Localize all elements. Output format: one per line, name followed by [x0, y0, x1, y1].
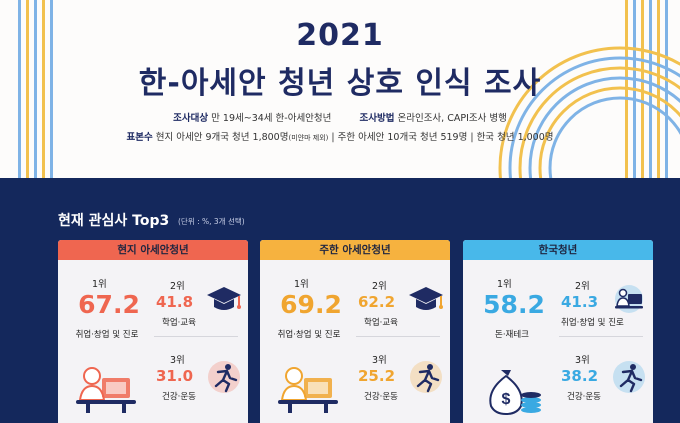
section-title: 현재 관심사 Top3 — [58, 213, 170, 229]
laptop-person-icon — [615, 285, 643, 313]
sample-label: 표본수 — [126, 132, 153, 143]
rank-3-label: 3위 — [170, 355, 185, 366]
survey-header: 2021 한-아세안 청년 상호 인식 조사 조사대상 만 19세~34세 한-… — [0, 0, 680, 178]
runner-icon — [613, 361, 645, 393]
runner-icon — [410, 361, 442, 393]
card-korean-youth: 한국청년 1위 58.2 돈·재테크 $ 2위 41.3 취업·창업 및 진로 … — [463, 240, 653, 423]
rank-3-category: 건강·운동 — [364, 392, 398, 402]
survey-year: 2021 — [296, 18, 384, 53]
rank-3-value: 31.0 — [156, 367, 194, 385]
rank-2-value: 41.8 — [156, 293, 194, 311]
card-header: 주한 아세안청년 — [260, 240, 450, 260]
sample-value-other: | 주한 아세안 10개국 청년 519명 | 한국 청년 1,000명 — [331, 132, 554, 143]
target-value: 만 19세~34세 한-아세안청년 — [211, 113, 332, 124]
sample-value-local: 현지 아세안 9개국 청년 1,800명 — [155, 132, 289, 143]
method-value: 온라인조사, CAPI조사 병행 — [397, 113, 507, 124]
card-divider — [559, 336, 643, 337]
rank-2-category: 학업·교육 — [162, 318, 196, 328]
rank-3-label: 3위 — [372, 355, 387, 366]
survey-target-method: 조사대상 만 19세~34세 한-아세안청년 조사방법 온라인조사, CAPI조… — [0, 110, 680, 124]
rank-3-category: 건강·운동 — [567, 392, 601, 402]
graduation-cap-icon — [207, 287, 241, 310]
survey-sample: 표본수 현지 아세안 9개국 청년 1,800명(미얀마 제외) | 주한 아세… — [0, 129, 680, 143]
rank-1-value: 67.2 — [78, 290, 140, 319]
card-local-asean-youth: 현지 아세안청년 1위 67.2 취업·창업 및 진로 2위 41.8 학업·교… — [58, 240, 248, 423]
method-label: 조사방법 — [359, 113, 395, 124]
card-divider — [356, 336, 440, 337]
laptop-person-icon — [76, 367, 136, 413]
money-bag-icon: $ — [489, 370, 541, 416]
rank-1-category: 취업·창업 및 진로 — [277, 330, 341, 340]
rank-3-label: 3위 — [575, 355, 590, 366]
rank-1-label: 1위 — [92, 279, 107, 290]
interest-top3-panel: 현재 관심사 Top3 (단위 : %, 3개 선택) 현지 아세안청년 1위 … — [0, 178, 680, 423]
sample-note: (미얀마 제외) — [288, 134, 329, 142]
graduation-cap-icon — [409, 287, 443, 310]
survey-title: 한-아세안 청년 상호 인식 조사 — [138, 66, 542, 101]
section-unit: (단위 : %, 3개 선택) — [178, 217, 245, 226]
rank-1-label: 1위 — [497, 279, 512, 290]
rank-2-label: 2위 — [575, 281, 590, 292]
left-stripes-decoration — [18, 0, 53, 178]
rank-3-value: 38.2 — [561, 367, 599, 385]
concentric-arcs-decoration — [498, 46, 680, 178]
rank-3-category: 건강·운동 — [162, 392, 196, 402]
laptop-person-icon — [278, 367, 338, 413]
rank-1-label: 1위 — [294, 279, 309, 290]
card-header: 한국청년 — [463, 240, 653, 260]
rank-1-value: 69.2 — [280, 290, 342, 319]
rank-1-category: 돈·재테크 — [495, 330, 529, 340]
rank-1-value: 58.2 — [483, 290, 545, 319]
rank-3-value: 25.2 — [358, 367, 396, 385]
rank-2-label: 2위 — [372, 281, 387, 292]
card-korea-resident-asean-youth: 주한 아세안청년 1위 69.2 취업·창업 및 진로 2위 62.2 학업·교… — [260, 240, 450, 423]
rank-1-category: 취업·창업 및 진로 — [75, 330, 139, 340]
runner-icon — [208, 361, 240, 393]
rank-2-value: 62.2 — [358, 293, 396, 311]
rank-2-label: 2위 — [170, 281, 185, 292]
card-header: 현지 아세안청년 — [58, 240, 248, 260]
svg-text:$: $ — [502, 391, 511, 408]
target-label: 조사대상 — [173, 113, 209, 124]
rank-2-value: 41.3 — [561, 293, 599, 311]
card-divider — [154, 336, 238, 337]
rank-2-category: 학업·교육 — [364, 318, 398, 328]
rank-2-category: 취업·창업 및 진로 — [561, 318, 624, 328]
